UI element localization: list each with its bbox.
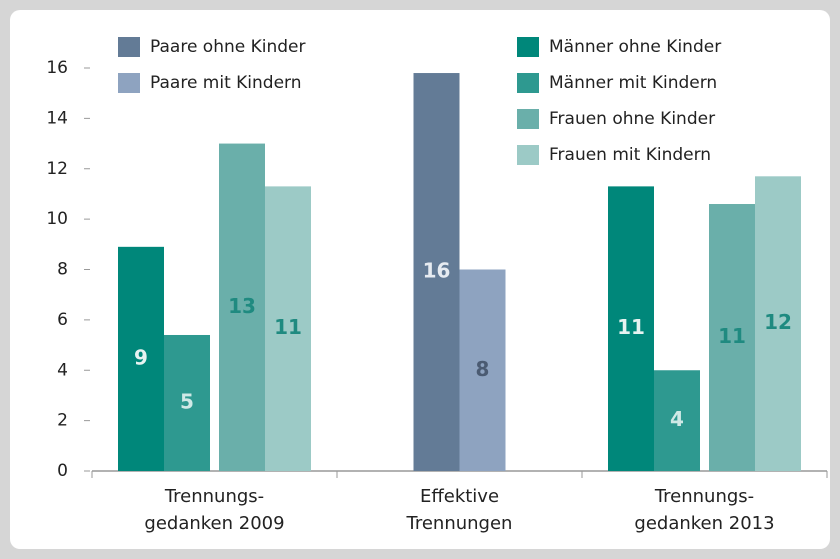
x-tick-label: Trennungs- gedanken 2013 — [634, 486, 775, 534]
value-label: 16 — [423, 259, 451, 283]
y-tick-label: 4 — [57, 360, 68, 380]
bar — [413, 73, 460, 471]
legend-label: Paare ohne Kinder — [150, 37, 306, 57]
legend-label: Männer mit Kindern — [549, 73, 717, 93]
bar — [608, 186, 654, 471]
value-label: 11 — [274, 315, 302, 339]
legend-swatch — [517, 37, 539, 57]
bar — [709, 204, 755, 471]
legend-label: Männer ohne Kinder — [549, 37, 721, 57]
legend-swatch — [118, 37, 140, 57]
bar — [164, 334, 210, 471]
bar — [459, 269, 506, 471]
bar — [265, 186, 311, 471]
y-tick-label: 2 — [57, 411, 68, 431]
y-tick-label: 6 — [57, 310, 68, 330]
y-tick-label: 14 — [46, 108, 68, 128]
value-label: 8 — [476, 357, 490, 381]
y-tick-label: 8 — [57, 260, 68, 280]
y-tick-label: 0 — [57, 461, 68, 481]
legend-swatch — [118, 73, 140, 93]
y-tick-label: 12 — [46, 159, 68, 179]
legend-label: Frauen mit Kindern — [549, 145, 711, 165]
value-label: 5 — [180, 389, 194, 413]
legend-label: Frauen ohne Kinder — [549, 109, 715, 129]
bar — [755, 176, 801, 471]
x-tick-label: Trennungs- gedanken 2009 — [144, 486, 285, 534]
value-label: 11 — [617, 315, 645, 339]
legend-swatch — [517, 73, 539, 93]
bar — [654, 370, 700, 471]
value-label: 12 — [764, 310, 792, 334]
value-label: 11 — [718, 324, 746, 348]
value-label: 4 — [670, 407, 684, 431]
legend-label: Paare mit Kindern — [150, 73, 302, 93]
y-tick-label: 10 — [46, 209, 68, 229]
x-tick-label: Effektive Trennungen — [406, 486, 513, 534]
legend-swatch — [517, 145, 539, 165]
bar — [118, 246, 164, 471]
bar — [219, 143, 265, 471]
y-tick-label: 16 — [46, 58, 68, 78]
value-label: 9 — [134, 345, 148, 369]
legend-swatch — [517, 109, 539, 129]
value-label: 13 — [228, 294, 256, 318]
